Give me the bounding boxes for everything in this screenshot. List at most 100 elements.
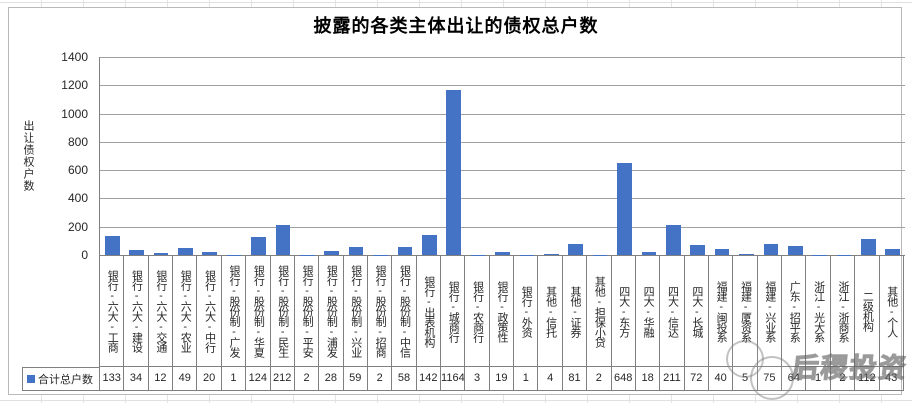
bar-四大-信达 [665, 225, 681, 255]
table-value-cell: 4 [537, 367, 561, 390]
category-label: 银行-出表机构 [415, 256, 440, 366]
legend-cell: 合计总户数 [22, 367, 99, 391]
data-table-value-row: 133 34 12 49 20 1 124 212 2 28 59 2 58 142 1164 3 19 1 4 81… [99, 367, 904, 391]
category-label: 福建-兴业系 [756, 256, 781, 366]
category-label: 四大-东方 [610, 256, 635, 366]
bar-银行-政策性 [495, 252, 510, 255]
table-value-cell: 124 [245, 367, 269, 390]
category-label: 银行-股份制-兴业 [342, 256, 367, 366]
y-tick-label: 1400 [61, 50, 88, 64]
y-tick-label: 1200 [61, 78, 88, 93]
table-value-cell: 142 [415, 367, 440, 390]
table-value-cell: 1 [805, 367, 829, 390]
bar-其他-个人 [885, 248, 901, 255]
table-value-cell: 81 [561, 367, 586, 390]
table-value-cell: 49 [172, 367, 196, 390]
bar-其他-信托 [543, 254, 559, 255]
category-label: 四大-华融 [634, 256, 659, 366]
category-label: 银行-外资 [513, 256, 537, 366]
table-value-cell: 2 [366, 367, 391, 390]
table-value-cell: 18 [634, 367, 659, 390]
sheet-gridline-top [0, 2, 912, 3]
table-value-cell: 59 [342, 367, 367, 390]
gridline [100, 141, 905, 143]
table-value-cell: 648 [610, 367, 635, 390]
bar-银行-六大-交通 [153, 253, 169, 255]
category-label: 广东-招平系 [781, 256, 805, 366]
category-label: 银行-六大-建设 [123, 256, 147, 366]
sheet-gridline-bottom [0, 400, 912, 401]
bar-广东-招平系 [787, 245, 803, 255]
bar-其他-证券 [568, 243, 583, 255]
category-label: 浙江-浙商系 [829, 256, 854, 366]
bar-银行-股份制-招商 [373, 254, 388, 255]
legend-marker-icon [27, 375, 35, 383]
bar-银行-农商行 [470, 254, 486, 255]
table-value-cell: 12 [147, 367, 172, 390]
bar-四大-东方 [617, 163, 632, 255]
gridline [100, 198, 905, 200]
table-value-cell: 5 [732, 367, 756, 390]
bar-银行-出表机构 [422, 234, 437, 255]
category-label: 福建-闽投系 [707, 256, 732, 366]
category-label: 银行-股份制-浦发 [318, 256, 342, 366]
bar-四大-华融 [641, 252, 657, 255]
y-tick-label: 800 [67, 134, 88, 149]
legend-label: 合计总户数 [38, 374, 93, 386]
bar-其他-担保小贷 [592, 254, 608, 255]
bar-银行-股份制-浦发 [324, 251, 340, 255]
category-label: 银行-六大-中行 [196, 256, 220, 366]
category-label: 银行-农商行 [464, 256, 488, 366]
table-value-cell: 211 [659, 367, 683, 390]
table-value-cell: 3 [464, 367, 488, 390]
category-label: 其他-证券 [561, 256, 586, 366]
category-label: 其他-个人 [878, 256, 903, 366]
table-value-cell: 212 [269, 367, 294, 390]
table-value-cell: 19 [488, 367, 513, 390]
category-label: 四大-长城 [683, 256, 708, 366]
category-label: 银行-股份制-广发 [220, 256, 245, 366]
y-tick-label: 0 [81, 248, 88, 262]
table-value-cell: 58 [391, 367, 415, 390]
category-label: 银行-城商行 [440, 256, 464, 366]
category-label: 银行-六大-工商 [99, 256, 123, 366]
category-label: 其他-担保小贷 [586, 256, 610, 366]
table-value-cell: 40 [707, 367, 732, 390]
y-axis-title: 出让债权户数 [22, 120, 34, 192]
table-value-cell: 43 [878, 367, 903, 390]
table-value-cell: 2 [293, 367, 318, 390]
category-label: 银行-股份制-平安 [293, 256, 318, 366]
gridline [100, 170, 905, 172]
table-value-cell: 75 [756, 367, 781, 390]
bar-银行-六大-建设 [129, 250, 144, 255]
category-label: 福建-厦资系 [732, 256, 756, 366]
category-label: 银行-股份制-华夏 [245, 256, 269, 366]
bar-银行-股份制-广发 [226, 254, 242, 255]
category-label: 银行-政策性 [488, 256, 513, 366]
category-label: 四大-信达 [659, 256, 683, 366]
plot-area [99, 57, 905, 256]
table-value-cell: 34 [123, 367, 147, 390]
table-value-cell: 112 [854, 367, 878, 390]
table-value-cell: 72 [683, 367, 708, 390]
table-value-cell: 2 [586, 367, 610, 390]
gridline [100, 57, 905, 58]
bar-二级机构 [861, 239, 876, 255]
bar-银行-六大-中行 [202, 252, 218, 255]
bar-银行-股份制-平安 [300, 254, 315, 255]
category-label: 二级机构 [854, 256, 878, 366]
x-axis-category-labels: 银行-六大-工商 银行-六大-建设 银行-六大-交通 银行-六大-农业 银行-六大-中行… [99, 256, 904, 367]
y-tick-label: 1000 [61, 106, 88, 121]
bar-银行-外资 [519, 254, 535, 255]
bar-银行-城商行 [446, 90, 462, 255]
y-tick-label: 200 [67, 219, 88, 234]
gridline [100, 113, 905, 115]
category-label: 银行-股份制-招商 [366, 256, 391, 366]
table-value-cell: 1 [513, 367, 537, 390]
category-label: 其他-信托 [537, 256, 561, 366]
bar-福建-厦资系 [739, 254, 754, 255]
category-label: 银行-股份制-中信 [391, 256, 415, 366]
table-value-cell: 133 [99, 367, 123, 390]
bar-银行-股份制-中信 [397, 246, 413, 255]
